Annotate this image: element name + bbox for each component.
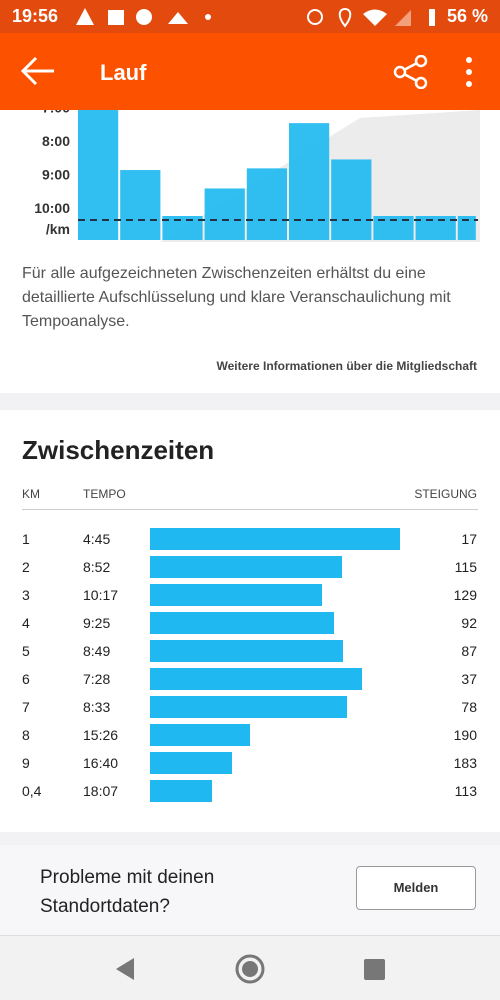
split-pace: 10:17 <box>83 587 119 603</box>
split-bar <box>150 640 343 662</box>
split-km: 5 <box>22 643 30 659</box>
back-button[interactable] <box>20 55 56 87</box>
split-elevation: 183 <box>453 755 477 771</box>
split-bar <box>150 556 343 578</box>
split-elevation: 92 <box>461 615 477 631</box>
column-header: TEMPO <box>83 487 126 501</box>
splits-title: Zwischenzeiten <box>22 435 215 465</box>
app-bar: Lauf <box>0 33 500 110</box>
location-text: Probleme mit deinen Standortdaten? <box>40 867 215 917</box>
status-time: 19:56 <box>12 6 59 26</box>
split-pace: 8:49 <box>83 643 111 659</box>
share-button[interactable] <box>393 55 429 89</box>
split-km: 9 <box>22 755 30 771</box>
split-km: 6 <box>22 671 30 687</box>
split-elevation: 37 <box>461 671 477 687</box>
nav-bar <box>0 935 500 1000</box>
split-km: 7 <box>22 699 30 715</box>
split-km: 8 <box>22 727 30 743</box>
battery-level: 56 % <box>446 6 488 26</box>
status-icons <box>76 8 211 25</box>
membership-link[interactable]: Weitere Informationen über die Mitglieds… <box>216 359 477 373</box>
pace-bar <box>246 168 287 240</box>
split-bar <box>150 612 335 634</box>
split-bar <box>150 780 212 802</box>
split-pace: 4:45 <box>83 531 111 547</box>
menu-button[interactable] <box>462 55 476 89</box>
separator <box>0 832 500 845</box>
system-icons <box>307 7 435 28</box>
app-title: Lauf <box>100 60 147 85</box>
split-pace: 9:25 <box>83 615 111 631</box>
y-tick-label: 10:00 <box>34 200 70 216</box>
y-tick-label: 9:00 <box>42 167 70 183</box>
split-pace: 18:07 <box>83 783 119 799</box>
nav-buttons[interactable] <box>112 954 392 984</box>
separator <box>0 393 500 410</box>
split-pace: 16:40 <box>83 755 119 771</box>
pace-bar <box>162 216 203 240</box>
pace-bar <box>457 216 476 240</box>
split-bar <box>150 724 250 746</box>
split-elevation: 87 <box>461 643 477 659</box>
splits-table: KM TEMPO STEIGUNG 1 4:45 17 2 8:52 115 3 10:17 129 4… <box>0 480 500 810</box>
location-card: Probleme mit deinen Standortdaten? Melde… <box>0 845 500 935</box>
pace-bar <box>415 216 456 240</box>
split-pace: 15:26 <box>83 727 119 743</box>
pace-chart: 7:00 8:00 9:00 10:00/km <box>34 110 480 242</box>
status-bar: 19:56 56 % <box>0 0 500 33</box>
split-elevation: 113 <box>454 783 477 799</box>
upsell-text: Für alle aufgezeichneten Zwischenzeiten … <box>22 265 451 330</box>
split-elevation: 115 <box>454 559 477 575</box>
split-bar <box>150 584 323 606</box>
split-elevation: 17 <box>461 531 477 547</box>
pace-bar <box>289 123 330 240</box>
split-elevation: 129 <box>453 587 477 603</box>
pace-bar <box>204 188 245 240</box>
header-rule <box>22 509 478 510</box>
split-km: 1 <box>22 531 30 547</box>
split-bar <box>150 528 400 550</box>
split-km: 2 <box>22 559 30 575</box>
split-bar <box>150 668 362 690</box>
y-tick-label: 7:00 <box>42 110 70 116</box>
pace-bar <box>331 159 372 240</box>
column-header: STEIGUNG <box>414 487 477 501</box>
split-pace: 7:28 <box>83 671 111 687</box>
split-pace: 8:33 <box>83 699 111 715</box>
split-elevation: 190 <box>453 727 477 743</box>
split-km: 0,4 <box>22 783 42 799</box>
y-tick-label: 8:00 <box>42 133 70 149</box>
pace-bar <box>78 110 119 240</box>
split-elevation: 78 <box>461 699 477 715</box>
y-unit-label: /km <box>46 221 70 237</box>
split-bar <box>150 752 233 774</box>
split-km: 3 <box>22 587 30 603</box>
pace-bar <box>120 170 161 240</box>
column-header: KM <box>22 487 40 501</box>
split-km: 4 <box>22 615 30 631</box>
split-pace: 8:52 <box>83 559 111 575</box>
split-bar <box>150 696 347 718</box>
report-button[interactable]: Melden <box>356 866 476 910</box>
